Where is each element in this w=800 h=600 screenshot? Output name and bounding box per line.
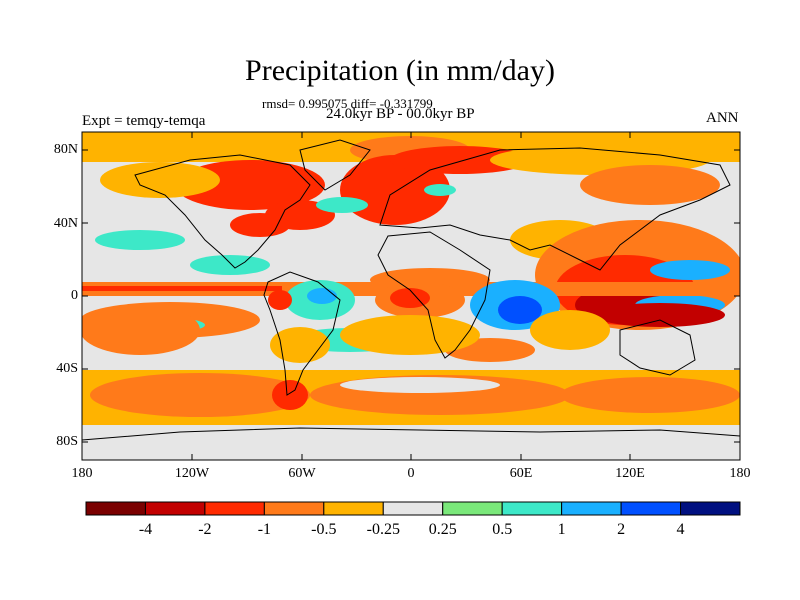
colorbar-label-1: -2 (198, 521, 212, 538)
north-america-coast (134, 154, 311, 269)
lon-label-120e: 120E (615, 466, 645, 481)
colorbar-swatch-6 (442, 501, 503, 516)
australia-coast (619, 319, 696, 376)
lon-label-60w: 60W (288, 466, 316, 481)
colorbar-swatch-4 (323, 501, 384, 516)
greenland-coast (299, 139, 371, 191)
lon-label-180e: 180 (729, 466, 751, 481)
colorbar-swatch-2 (204, 501, 265, 516)
colorbar-swatch-10 (680, 501, 741, 516)
lat-label-80n: 80N (53, 142, 78, 157)
colorbar-swatch-8 (561, 501, 622, 516)
eurasia-coast (379, 147, 731, 271)
colorbar-swatch-9 (620, 501, 682, 516)
colorbar-label-3: -0.5 (311, 521, 337, 538)
south-america-coast (263, 271, 341, 396)
season-label: ANN (706, 110, 739, 126)
colorbar-label-7: 1 (557, 521, 566, 538)
precip-anomaly-field (82, 132, 740, 460)
lon-label-60e: 60E (509, 466, 533, 481)
lon-ticks (191, 132, 631, 460)
colorbar-label-6: 0.5 (492, 521, 513, 538)
colorbar-label-4: -0.25 (366, 521, 400, 538)
time-period-label: 24.0kyr BP - 00.0kyr BP (326, 106, 475, 122)
colorbar-swatch-0 (85, 501, 146, 516)
lon-label-180w: 180 (71, 466, 93, 481)
colorbar-label-0: -4 (138, 521, 153, 538)
colorbar-swatch-3 (263, 501, 325, 516)
antarctica-coast (81, 427, 741, 441)
lat-label-80s: 80S (56, 434, 78, 449)
rmsd-diff-stats: rmsd= 0.995075 diff= -0.331799 (262, 96, 433, 111)
lon-label-0: 0 (407, 466, 415, 481)
lon-label-120w: 120W (174, 466, 210, 481)
lat-label-40n: 40N (53, 216, 78, 231)
colorbar-swatch-7 (501, 501, 563, 516)
colorbar-swatch-1 (144, 501, 206, 516)
colorbar-label-2: -1 (257, 521, 272, 538)
experiment-label: Expt = temqy-temqa (82, 113, 206, 129)
coastlines (81, 139, 741, 441)
colorbar (85, 501, 741, 516)
colorbar-label-9: 4 (676, 521, 685, 538)
lat-ticks (82, 149, 740, 443)
africa-coast (377, 231, 491, 359)
colorbar-swatch-5 (382, 501, 444, 516)
lat-label-40s: 40S (56, 361, 78, 376)
lat-label-equator: 0 (71, 288, 78, 303)
colorbar-label-5: 0.25 (428, 521, 457, 538)
plot-title: Precipitation (in mm/day) (245, 54, 555, 87)
colorbar-label-8: 2 (617, 521, 626, 538)
